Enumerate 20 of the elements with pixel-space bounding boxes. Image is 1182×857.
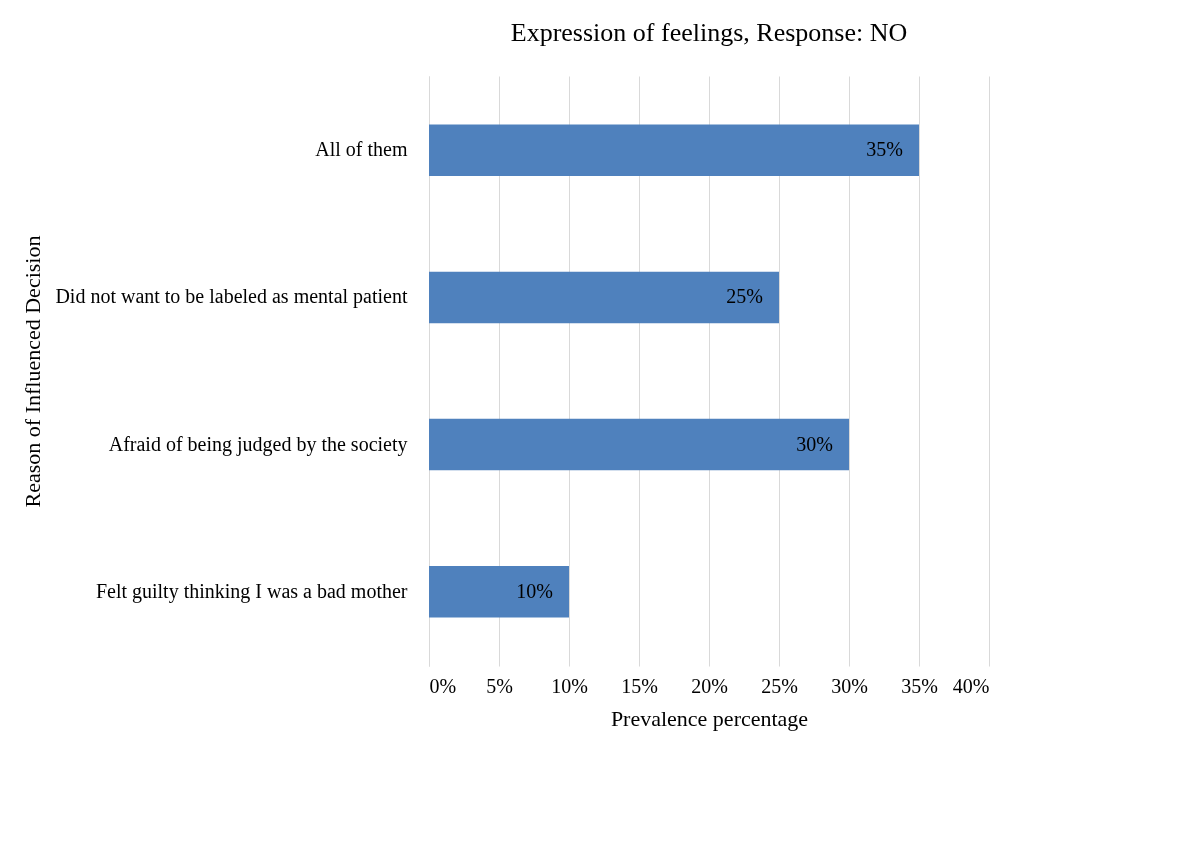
data-label: 35% [866, 138, 903, 161]
x-tick-label: 20% [691, 674, 728, 697]
x-tick-label: 25% [761, 674, 798, 697]
data-label: 25% [726, 285, 763, 308]
y-tick-label: All of them [315, 138, 408, 161]
y-tick-label: Did not want to be labeled as mental patient [55, 285, 408, 309]
y-tick-label: Afraid of being judged by the society [108, 432, 408, 456]
x-tick-label: 5% [486, 674, 513, 697]
x-tick-label: 40% [952, 674, 990, 697]
data-label: 30% [796, 432, 833, 455]
chart-title: Expression of feelings, Response: NO [510, 18, 908, 47]
y-axis-title: Reason of Influenced Decision [19, 235, 45, 508]
data-label: 10% [516, 579, 553, 602]
x-tick-label: 10% [551, 674, 588, 697]
x-axis-title: Prevalence percentage [610, 705, 809, 731]
x-tick-label: 15% [621, 674, 658, 697]
x-tick-label: 30% [831, 674, 868, 697]
y-tick-label: Felt guilty thinking I was a bad mother [95, 579, 408, 603]
x-tick-label: 35% [901, 674, 938, 697]
x-tick-label: 0% [429, 674, 457, 697]
